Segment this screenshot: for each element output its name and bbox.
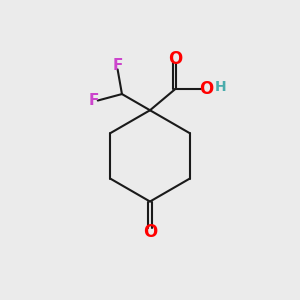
Text: H: H bbox=[214, 80, 226, 94]
Text: O: O bbox=[143, 224, 157, 242]
Text: O: O bbox=[168, 50, 182, 68]
Text: F: F bbox=[112, 58, 123, 74]
Text: O: O bbox=[200, 80, 214, 98]
Text: F: F bbox=[89, 93, 99, 108]
